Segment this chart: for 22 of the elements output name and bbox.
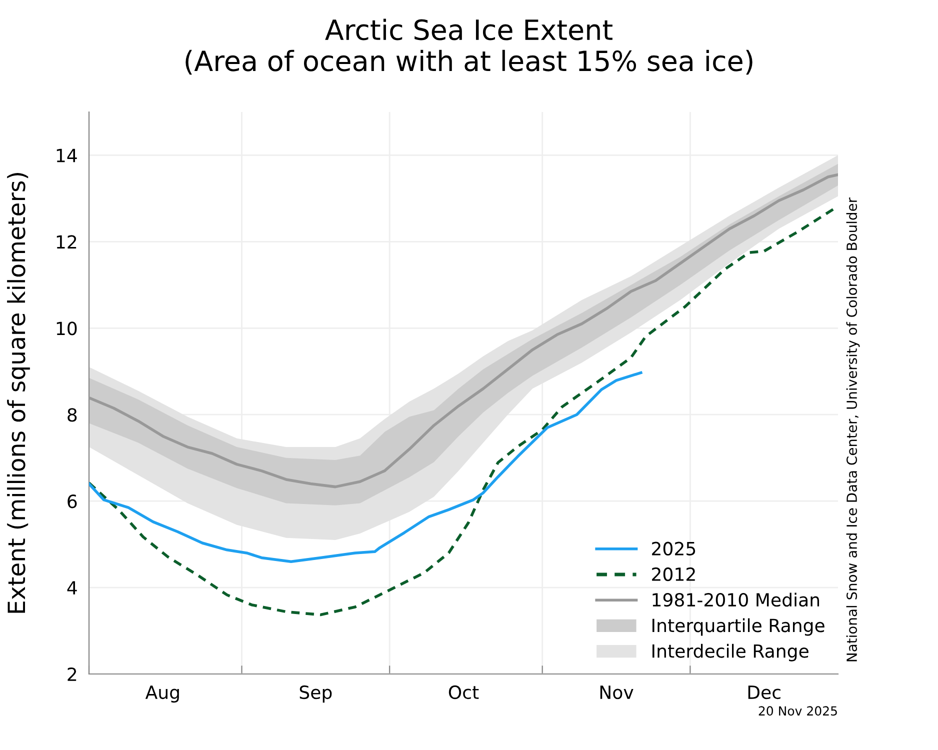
legend-label: 1981-2010 Median: [652, 592, 820, 607]
y-tick-label: 14: [56, 148, 77, 162]
y-tick-label: 6: [68, 494, 77, 508]
x-tick-label: Nov: [600, 686, 634, 700]
y-tick-label: 4: [67, 581, 77, 594]
chart-title: Arctic Sea Ice Extent (Area of ocean with at least 15% sea ice): [186, 18, 752, 75]
text: 20 Nov 2025: [758, 706, 837, 716]
x-tick-label: Aug: [145, 686, 179, 703]
x-tick-label: Dec: [748, 686, 780, 700]
y-tick-label: 10: [56, 322, 77, 336]
y-axis-title: Extent (millions of square kilometers): [7, 173, 30, 613]
y-tick-label: 2: [68, 667, 76, 681]
text: National Snow and Ice Data Center, University of Colorado Boulder: [846, 197, 860, 662]
legend-label: Interquartile Range: [652, 618, 824, 636]
x-tick-label: Sep: [300, 685, 332, 703]
x-tick-label: Oct: [448, 685, 479, 700]
line-series: [89, 371, 642, 563]
y-tick-label: 12: [56, 235, 76, 249]
legend-label: 2012: [652, 567, 695, 582]
legend-label: 2025: [652, 542, 696, 556]
y-tick-label: 8: [68, 408, 77, 422]
legend-label: Interdecile Range: [652, 644, 808, 662]
